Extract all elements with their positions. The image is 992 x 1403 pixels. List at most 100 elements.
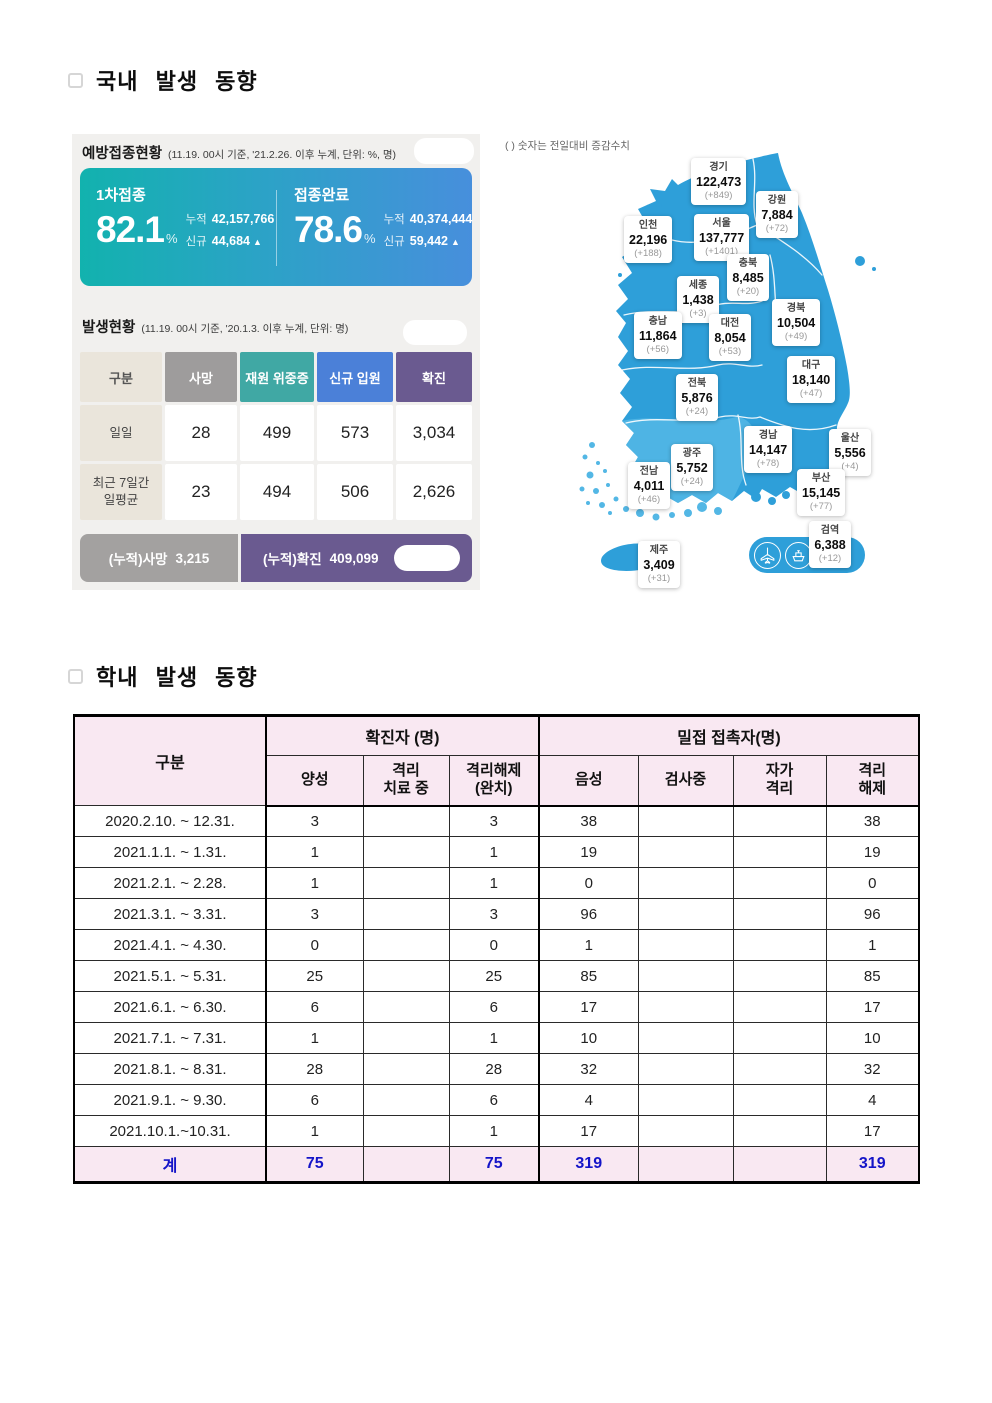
map-label-chungbuk: 충북 8,485 (+20) [727,254,769,301]
region-name: 광주 [682,448,702,459]
school-table-row: 2021.5.1. ~ 5.31. 25 25 85 85 [73,960,920,992]
header-released: 격리해제 (완치) [448,755,540,807]
map-label-ulsan: 울산 5,556 (+4) [829,429,871,476]
col-header-category: 구분 [80,352,162,402]
quarantine-released-cell: 10 [825,1022,920,1054]
in-treatment-cell [362,805,450,837]
first-dose-row: 82.1 % 누적 42,157,766 신규 44,684 ▲ [96,209,274,252]
cumulative-confirmed-label: (누적)확진 [263,552,322,567]
quarantine-released-cell: 19 [825,836,920,868]
region-value: 5,752 [676,460,708,475]
vaccination-title-note: (11.19. 00시 기준, '21.2.26. 이후 누계, 단위: %, … [168,149,397,161]
first-dose-block: 1차접종 82.1 % 누적 42,157,766 신규 44,684 ▲ [80,168,276,286]
positive-cell: 1 [265,1115,364,1147]
map-label-gwangju: 광주 5,752 (+24) [671,444,713,491]
checkbox-icon [68,668,83,684]
testing-cell [637,1084,734,1116]
region-change: (+12) [818,553,842,565]
cumulative-value: 40,374,444 [409,212,473,226]
outbreak-title: 발생현황 [82,320,136,336]
school-table-row: 2021.6.1. ~ 6.30. 6 6 17 17 [73,991,920,1023]
region-change: (+31) [647,573,671,585]
redaction-pill [394,545,460,571]
in-treatment-cell [362,1022,450,1054]
released-cell: 6 [448,991,540,1023]
period-cell: 계 [73,1146,267,1183]
released-cell: 1 [448,1022,540,1054]
header-testing: 검사중 [637,755,734,807]
up-triangle-icon: ▲ [450,236,460,247]
map-label-chungnam: 충남 11,864 (+56) [634,312,682,359]
positive-cell: 0 [265,929,364,961]
positive-cell: 1 [265,836,364,868]
negative-cell: 4 [538,1084,639,1116]
confirmed-group-header: 확진자 (명) [265,715,540,756]
stats-panel: 예방접종현황 (11.19. 00시 기준, '21.2.26. 이후 누계, … [72,134,480,590]
period-cell: 2021.5.1. ~ 5.31. [73,960,267,992]
new-label: 신규 [383,235,405,248]
school-table-row: 2021.9.1. ~ 9.30. 6 6 4 4 [73,1084,920,1116]
cumulative-deaths-label: (누적)사망 [108,552,168,567]
negative-cell: 32 [538,1053,639,1085]
map-label-daejeon: 대전 8,054 (+53) [709,314,751,361]
self-quarantine-cell [732,1146,827,1183]
region-name: 경기 [709,162,728,173]
col-header-severe: 재원 위중증 [240,352,314,402]
region-change: (+77) [809,501,833,513]
group-header-row: 구분 확진자 (명) 밀접 접촉자(명) [73,715,920,806]
quarantine-released-cell: 0 [825,867,920,899]
complete-dose-label: 접종완료 [294,187,350,204]
self-quarantine-cell [732,960,827,992]
up-triangle-icon: ▲ [252,236,262,247]
redaction-blob [403,320,467,345]
first-dose-percent-unit: % [166,231,178,247]
region-value: 5,556 [834,445,866,460]
self-quarantine-cell [732,898,827,930]
region-name: 울산 [840,433,860,444]
map-label-gangwon: 강원 7,884 (+72) [756,191,798,238]
redaction-blob [414,138,474,164]
region-change: (+3) [689,308,707,320]
testing-cell [637,1022,734,1054]
weekly-severe: 494 [240,464,314,520]
testing-cell [637,867,734,899]
region-change: (+78) [756,458,780,470]
region-change: (+53) [718,346,742,358]
region-change: (+24) [680,476,704,488]
daily-severe: 499 [240,405,314,461]
testing-cell [637,1053,734,1085]
negative-cell: 319 [538,1146,639,1183]
school-table-body: 2020.2.10. ~ 12.31. 3 3 38 38 2021.1.1. … [73,805,920,1183]
released-cell: 3 [448,805,540,837]
positive-cell: 28 [265,1053,364,1085]
region-name: 대전 [720,318,740,329]
in-treatment-cell [362,1053,450,1085]
new-value: 59,442 [409,233,448,248]
released-cell: 1 [448,836,540,868]
region-value: 122,473 [696,174,742,189]
testing-cell [637,805,734,837]
region-value: 5,876 [681,390,713,405]
region-name: 부산 [811,473,831,484]
complete-dose-stats: 누적 40,374,444 신규 59,442 ▲ [384,209,473,252]
positive-cell: 75 [265,1146,364,1183]
region-name: 경남 [758,430,778,441]
region-value: 8,054 [714,330,746,345]
header-self-quarantine: 자가 격리 [732,755,827,807]
cumulative-deaths-value: 3,215 [175,550,210,566]
released-cell: 0 [448,929,540,961]
in-treatment-cell [362,1115,450,1147]
self-quarantine-cell [732,1053,827,1085]
region-value: 6,388 [814,537,846,552]
row-label-weekly-average: 최근 7일간 일평균 [80,464,162,520]
contacts-group-header: 밀접 접촉자(명) [538,715,920,756]
header-negative: 음성 [538,755,639,807]
quarantine-released-cell: 319 [825,1146,920,1183]
positive-cell: 6 [265,991,364,1023]
region-change: (+46) [637,494,661,506]
outbreak-title-note: (11.19. 00시 기준, '20.1.3. 이후 누계, 단위: 명) [141,323,349,335]
school-table-row: 2021.4.1. ~ 4.30. 0 0 1 1 [73,929,920,961]
cumulative-confirmed: (누적)확진 409,099 [241,534,472,582]
region-name: 충북 [738,258,758,269]
outbreak-table: 구분 사망 재원 위중증 신규 입원 확진 일일 28 499 573 3,03… [80,352,472,520]
